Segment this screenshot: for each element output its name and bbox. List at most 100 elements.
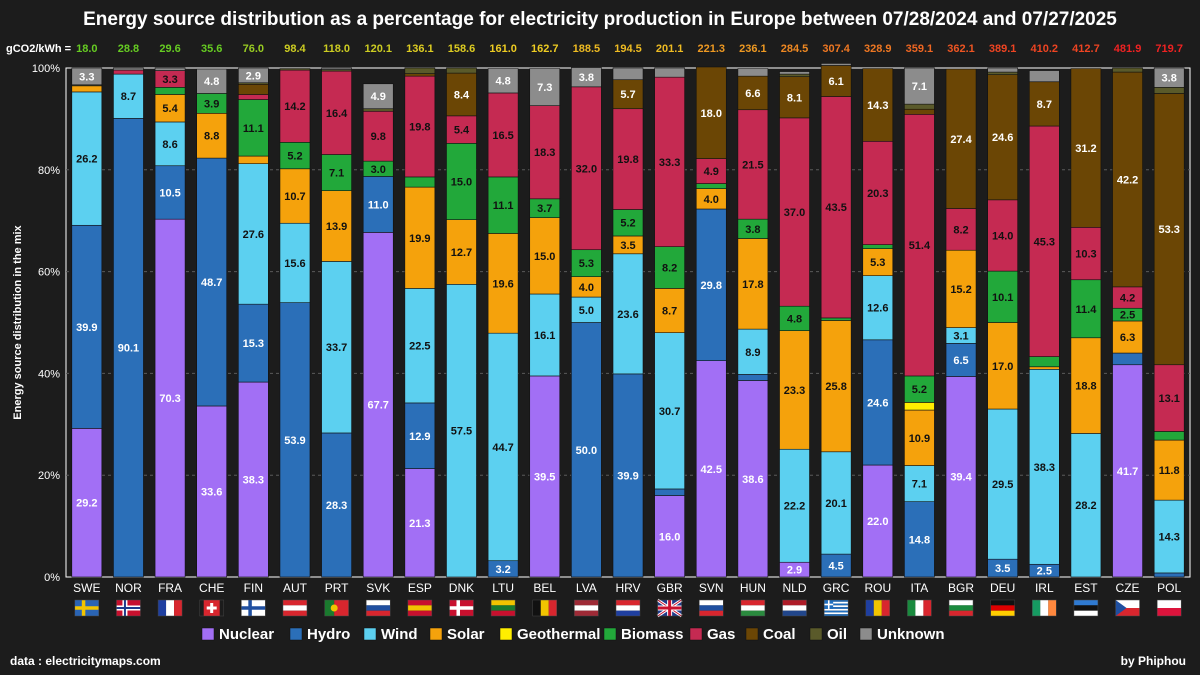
bar-segment-coal	[446, 72, 477, 117]
legend-label-biomass: Biomass	[621, 626, 684, 643]
bar-segment-solar	[904, 409, 935, 466]
bar-segment-oil	[446, 67, 477, 74]
flag-hun	[740, 610, 765, 616]
bar-segment-unknown	[1028, 70, 1060, 83]
data-label: 11.4	[1076, 304, 1098, 316]
intensity-value: 98.4	[284, 43, 306, 55]
x-tick-label: HRV	[615, 581, 640, 595]
x-tick-label: ITA	[911, 581, 929, 595]
bar-segment-solar	[279, 168, 311, 224]
bar-segment-wind	[862, 275, 894, 341]
legend-swatch-nuclear	[201, 627, 215, 641]
data-label: 8.7	[1037, 99, 1052, 111]
bar-segment-gas	[695, 158, 727, 184]
flag-gbr-border	[657, 599, 682, 617]
x-tick-label: FRA	[158, 581, 182, 595]
data-label: 3.8	[745, 224, 760, 236]
x-tick-label: SVN	[699, 581, 724, 595]
bar-segment-wind	[612, 253, 644, 375]
data-label: 15.0	[451, 177, 472, 189]
flag-fin-border	[241, 599, 266, 617]
bar-segment-coal	[695, 66, 727, 159]
bar-segment-unknown	[321, 67, 352, 70]
data-label: 38.3	[243, 475, 264, 487]
bar-segment-nuclear	[404, 468, 436, 578]
legend-swatch-solar	[429, 627, 443, 641]
bar-segment-gas	[446, 115, 477, 144]
data-label: 57.5	[451, 426, 472, 438]
data-label: 8.9	[745, 347, 760, 359]
bar-segment-gas	[654, 76, 685, 247]
data-label: 6.6	[745, 88, 760, 100]
bar-segment-wind	[321, 261, 352, 434]
data-label: 37.0	[784, 207, 805, 219]
bar-segment-oil	[1112, 67, 1143, 73]
x-tick-label: POL	[1157, 581, 1181, 595]
flag-deu	[990, 600, 1015, 606]
flag-bel	[532, 600, 541, 616]
data-label: 7.1	[912, 81, 927, 93]
x-tick-label: GRC	[823, 581, 850, 595]
bar-segment-unknown	[779, 71, 810, 75]
x-tick-label: NOR	[115, 581, 142, 595]
data-label: 10.3	[1075, 249, 1096, 261]
flag-ita	[907, 600, 916, 616]
flag-svk	[366, 610, 391, 616]
data-label: 25.8	[825, 381, 846, 393]
bar-segment-unknown	[612, 67, 644, 81]
data-label: 11.8	[1159, 465, 1180, 477]
data-label: 4.8	[495, 76, 510, 88]
intensity-value: 120.1	[364, 43, 392, 55]
data-label: 51.4	[909, 240, 931, 252]
data-label: 39.5	[534, 471, 555, 483]
bar-segment-gas	[404, 75, 436, 178]
bar-segment-biomass	[904, 375, 935, 403]
data-label: 4.8	[204, 76, 219, 88]
bar-segment-oil	[362, 108, 394, 112]
data-label: 27.4	[950, 134, 972, 146]
data-label: 22.0	[867, 516, 888, 528]
bar-segment-wind	[654, 332, 685, 490]
bar-segment-nuclear	[695, 360, 727, 578]
data-label: 14.2	[284, 101, 305, 113]
data-label: 53.3	[1158, 224, 1179, 236]
data-label: 50.0	[576, 445, 597, 457]
y-tick-label: 0%	[44, 572, 60, 584]
data-label: 2.5	[1037, 566, 1052, 578]
data-label: 44.7	[492, 442, 513, 454]
intensity-value: 412.7	[1072, 43, 1100, 55]
legend-swatch-unknown	[859, 627, 873, 641]
bar-segment-wind	[446, 284, 477, 578]
flag-est-border	[1073, 599, 1099, 617]
intensity-value: 161.0	[489, 43, 517, 55]
data-label: 11.1	[493, 200, 514, 212]
flag-deu	[990, 610, 1015, 616]
data-label: 33.6	[201, 486, 222, 498]
bar-segment-hydro	[1112, 352, 1143, 366]
flag-deu	[990, 605, 1015, 611]
intensity-value: 136.1	[406, 43, 434, 55]
flag-svn	[699, 610, 724, 616]
bar-segment-solar	[238, 155, 269, 164]
data-label: 3.5	[995, 563, 1010, 575]
data-label: 18.8	[1075, 381, 1096, 393]
data-label: 30.7	[659, 406, 680, 418]
intensity-value: 76.0	[243, 43, 264, 55]
data-label: 32.0	[576, 163, 597, 175]
bar-segment-oil	[904, 103, 935, 110]
bar-segment-biomass	[238, 99, 269, 157]
data-label: 21.3	[409, 518, 430, 530]
data-label: 42.5	[701, 464, 722, 476]
data-label: 15.2	[950, 284, 971, 296]
flag-lva	[574, 605, 599, 611]
flag-rou	[873, 600, 882, 616]
intensity-value: 221.3	[697, 43, 725, 55]
bar-segment-unknown	[1153, 67, 1185, 88]
flag-lva	[574, 610, 599, 616]
flag-rou	[865, 600, 874, 616]
x-tick-label: FIN	[244, 581, 263, 595]
bar-segment-solar	[196, 113, 228, 159]
bar-segment-gas	[321, 70, 352, 155]
bar-segment-unknown	[904, 67, 935, 105]
bar-segment-coal	[945, 68, 977, 209]
